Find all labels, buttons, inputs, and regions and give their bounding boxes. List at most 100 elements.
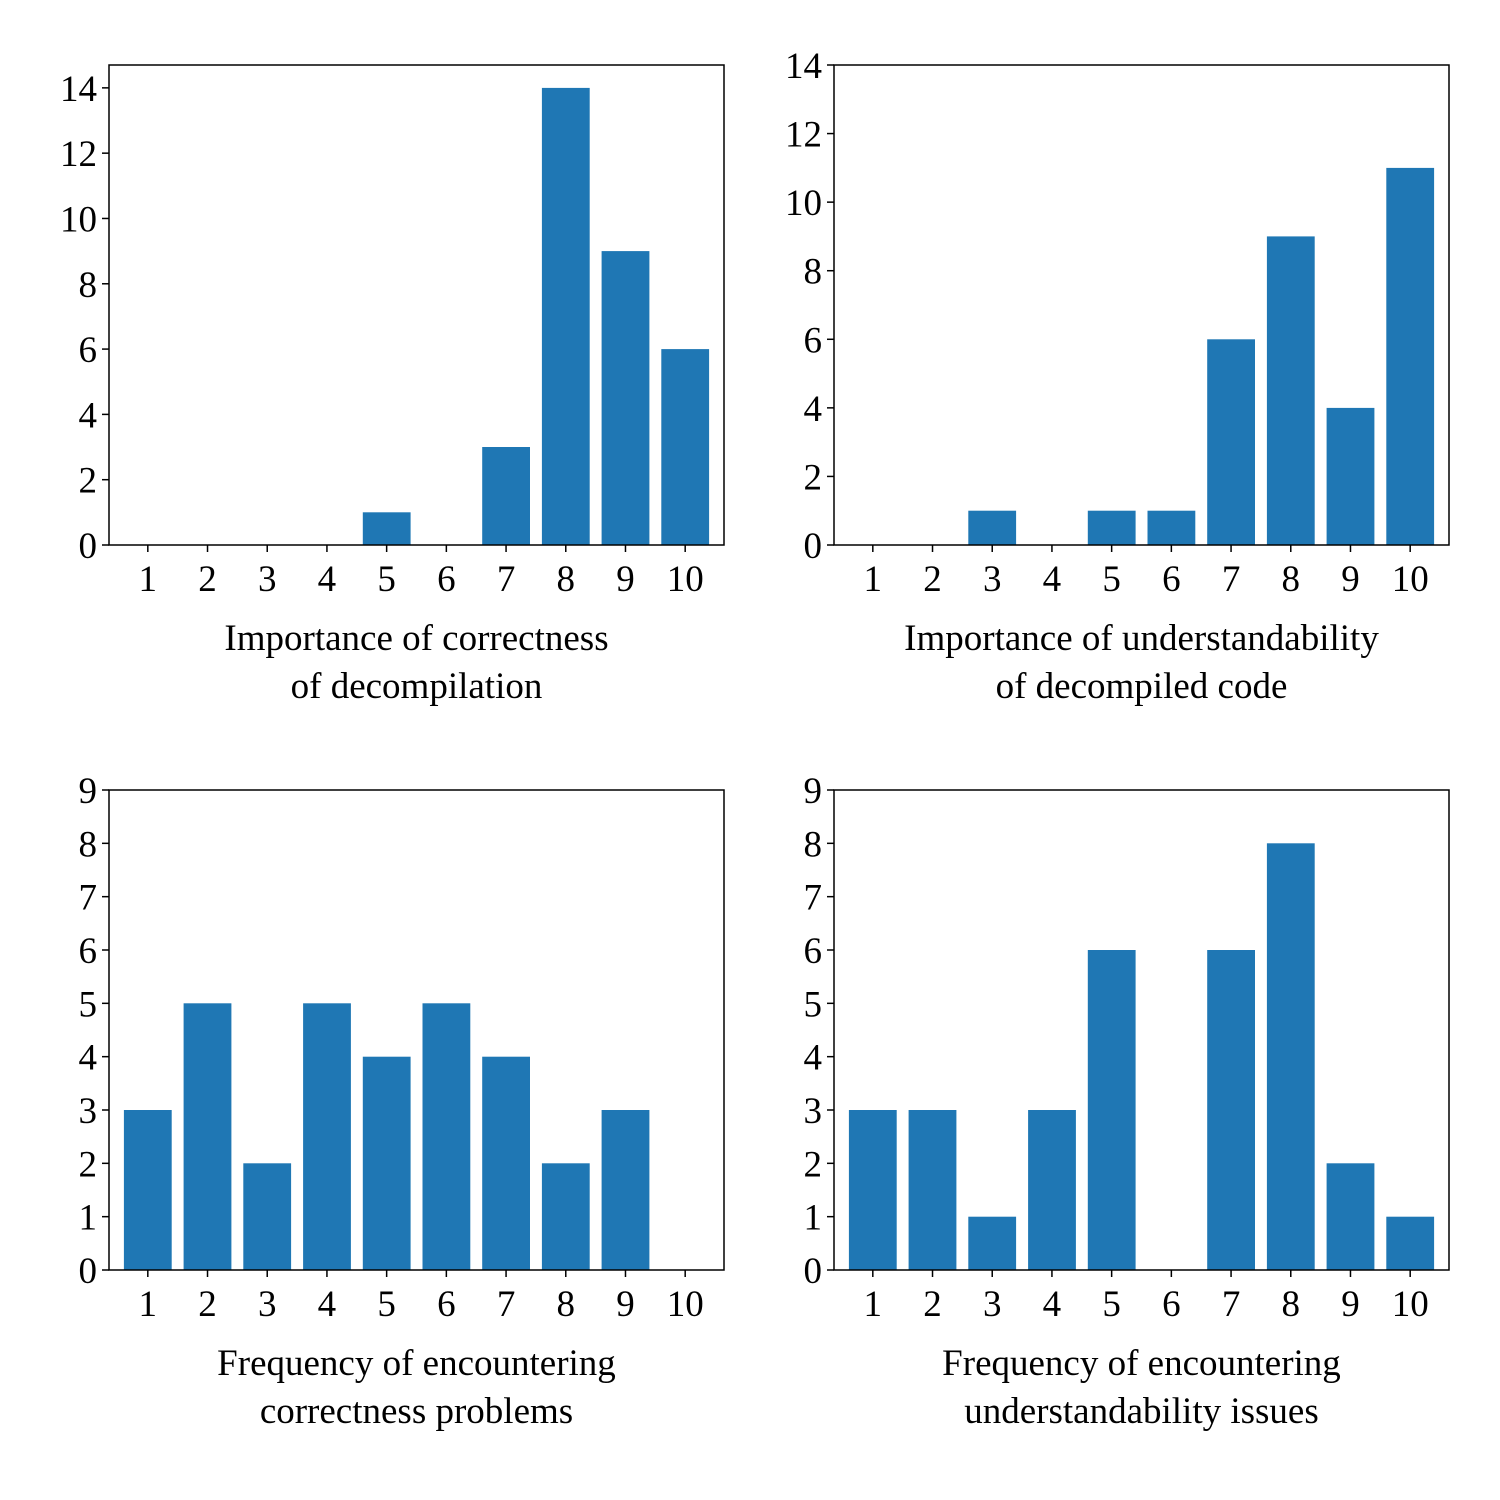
y-tick-label: 4 <box>79 1038 98 1079</box>
x-tick-label: 9 <box>1341 1284 1360 1325</box>
y-tick-label: 10 <box>60 199 97 240</box>
bar-2 <box>908 1110 957 1270</box>
x-tick-label: 5 <box>377 559 396 600</box>
y-tick-label: 7 <box>804 878 823 919</box>
bar-5 <box>362 1056 411 1270</box>
y-tick-label: 3 <box>804 1091 823 1132</box>
y-tick-label: 6 <box>804 931 823 972</box>
x-tick-label: 6 <box>437 1284 456 1325</box>
x-tick-label: 10 <box>1392 559 1429 600</box>
bar-9 <box>601 251 650 545</box>
bar-8 <box>541 87 590 546</box>
y-tick-label: 4 <box>804 1038 823 1079</box>
axes-frame <box>108 789 725 1271</box>
bar-5 <box>362 512 411 545</box>
x-tick-label: 2 <box>198 559 217 600</box>
x-tick-label: 2 <box>198 1284 217 1325</box>
x-tick-label: 1 <box>864 1284 883 1325</box>
x-tick-label: 10 <box>667 559 704 600</box>
bar-7 <box>1207 950 1255 1270</box>
x-tick-label: 5 <box>1102 559 1121 600</box>
y-tick-label: 5 <box>804 984 823 1025</box>
y-tick-label: 8 <box>804 252 823 293</box>
bar-6 <box>422 1003 471 1270</box>
y-tick-label: 8 <box>804 824 823 865</box>
y-tick-label: 1 <box>79 1198 98 1239</box>
x-axis-label: of decompilation <box>291 666 543 707</box>
x-tick-label: 7 <box>1222 559 1241 600</box>
x-tick-label: 5 <box>377 1284 396 1325</box>
x-tick-label: 4 <box>1043 1284 1062 1325</box>
bar-4 <box>303 1003 351 1270</box>
x-tick-label: 7 <box>1222 1284 1241 1325</box>
x-tick-label: 1 <box>139 559 158 600</box>
x-tick-label: 7 <box>497 559 516 600</box>
x-tick-label: 10 <box>1392 1284 1429 1325</box>
x-tick-label: 3 <box>258 1284 277 1325</box>
y-tick-label: 2 <box>804 457 823 498</box>
x-axis-label: correctness problems <box>260 1391 573 1432</box>
bar-7 <box>482 1056 530 1270</box>
bar-3 <box>968 1216 1017 1270</box>
x-tick-label: 6 <box>1162 559 1181 600</box>
x-tick-label: 10 <box>667 1284 704 1325</box>
y-tick-label: 4 <box>804 389 823 430</box>
x-tick-label: 3 <box>983 1284 1002 1325</box>
bar-8 <box>541 1163 590 1270</box>
x-tick-label: 6 <box>437 559 456 600</box>
y-tick-label: 6 <box>79 931 98 972</box>
x-tick-label: 3 <box>258 559 277 600</box>
bar-9 <box>1326 407 1375 545</box>
bar-1 <box>123 1110 172 1270</box>
x-axis-label: Importance of correctness <box>224 618 608 659</box>
x-axis-label: understandability issues <box>964 1391 1319 1432</box>
y-tick-label: 0 <box>804 526 823 567</box>
y-tick-label: 3 <box>79 1091 98 1132</box>
y-tick-label: 1 <box>804 1198 823 1239</box>
y-tick-label: 6 <box>79 330 98 371</box>
y-tick-label: 8 <box>79 265 98 306</box>
x-axis-label: of decompiled code <box>996 666 1288 707</box>
y-tick-label: 2 <box>804 1144 823 1185</box>
bar-5 <box>1087 510 1136 545</box>
axes-frame <box>833 64 1450 546</box>
x-tick-label: 9 <box>616 559 635 600</box>
y-tick-label: 5 <box>79 984 98 1025</box>
x-tick-label: 8 <box>1282 559 1301 600</box>
y-tick-label: 2 <box>79 1144 98 1185</box>
bar-9 <box>601 1110 650 1270</box>
y-tick-label: 2 <box>79 461 98 502</box>
x-tick-label: 3 <box>983 559 1002 600</box>
axes-frame <box>108 64 725 546</box>
x-tick-label: 4 <box>318 1284 337 1325</box>
x-tick-label: 7 <box>497 1284 516 1325</box>
bar-7 <box>482 447 530 545</box>
bar-4 <box>1028 1110 1076 1270</box>
x-axis-label: Frequency of encountering <box>942 1343 1341 1384</box>
x-tick-label: 6 <box>1162 1284 1181 1325</box>
bar-6 <box>1147 510 1196 545</box>
y-tick-label: 9 <box>804 771 823 812</box>
y-tick-label: 8 <box>79 824 98 865</box>
x-tick-label: 1 <box>864 559 883 600</box>
bar-8 <box>1266 236 1315 545</box>
y-tick-label: 0 <box>79 526 98 567</box>
axes-frame <box>833 789 1450 1271</box>
bar-9 <box>1326 1163 1375 1270</box>
x-tick-label: 9 <box>1341 559 1360 600</box>
bar-1 <box>848 1110 897 1270</box>
x-tick-label: 5 <box>1102 1284 1121 1325</box>
x-tick-label: 2 <box>923 559 942 600</box>
x-tick-label: 2 <box>923 1284 942 1325</box>
bar-5 <box>1087 950 1136 1270</box>
bar-10 <box>1386 1216 1435 1270</box>
x-tick-label: 8 <box>557 1284 576 1325</box>
bar-8 <box>1266 843 1315 1270</box>
y-tick-label: 4 <box>79 395 98 436</box>
bar-10 <box>1386 167 1435 545</box>
x-axis-label: Importance of understandability <box>904 618 1379 659</box>
x-tick-label: 9 <box>616 1284 635 1325</box>
